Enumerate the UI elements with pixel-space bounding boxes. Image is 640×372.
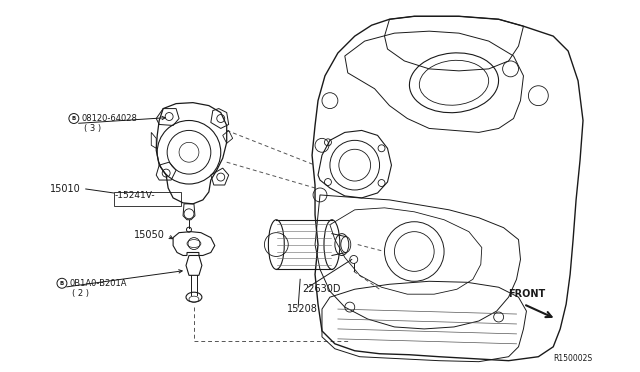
- Text: FRONT: FRONT: [509, 289, 546, 299]
- Text: 15208: 15208: [287, 304, 318, 314]
- Text: 0B1A0-B201A: 0B1A0-B201A: [70, 279, 127, 288]
- Text: B: B: [72, 116, 76, 121]
- Text: ( 3 ): ( 3 ): [84, 124, 101, 133]
- Text: R150002S: R150002S: [553, 354, 593, 363]
- Bar: [113, 192, 181, 206]
- Text: -15241V-: -15241V-: [115, 192, 155, 201]
- Text: 08120-64028: 08120-64028: [82, 114, 138, 123]
- Text: 22630D: 22630D: [302, 284, 340, 294]
- Text: 15010: 15010: [50, 184, 81, 194]
- Text: ( 2 ): ( 2 ): [72, 289, 89, 298]
- Text: 15050: 15050: [134, 230, 165, 240]
- Text: B: B: [60, 281, 64, 286]
